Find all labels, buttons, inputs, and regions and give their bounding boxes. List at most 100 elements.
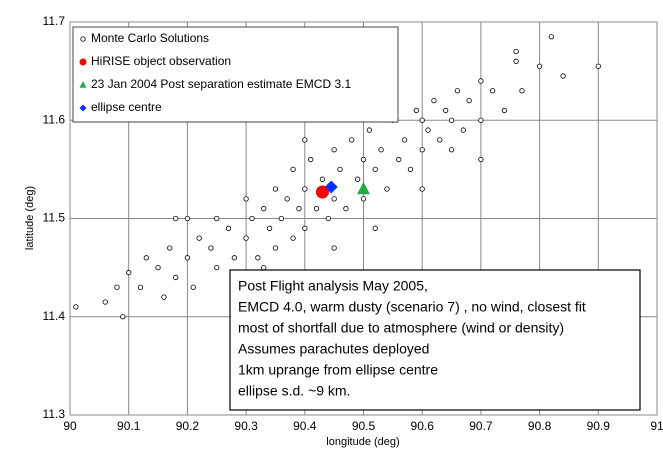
x-tick-label: 90.6	[411, 419, 435, 433]
point	[313, 206, 320, 212]
x-tick-label: 90.2	[176, 419, 200, 433]
point	[284, 196, 290, 202]
annotation-box	[229, 269, 641, 411]
point	[419, 186, 425, 192]
x-tick-label: 90.5	[352, 419, 376, 433]
point	[478, 117, 484, 123]
point	[454, 88, 461, 94]
point	[396, 156, 402, 163]
x-tick-label: 90.3	[234, 419, 258, 433]
annotation-line: most of shortfall due to atmosphere (win…	[238, 320, 564, 336]
point	[460, 127, 466, 133]
x-tick-label: 90.1	[117, 419, 141, 433]
point	[419, 117, 425, 123]
point	[278, 215, 284, 222]
point	[225, 225, 232, 231]
point	[354, 176, 361, 182]
point	[184, 255, 191, 261]
point	[196, 235, 202, 241]
x-tick-label: 90	[63, 419, 77, 433]
legend-marker	[79, 58, 87, 66]
point	[331, 245, 337, 251]
x-tick-label: 90.8	[528, 419, 552, 433]
point	[143, 255, 149, 261]
legend-label: 23 Jan 2004 Post separation estimate EMC…	[91, 77, 351, 91]
annotation-line: Assumes parachutes deployed	[238, 341, 429, 357]
point	[401, 137, 408, 143]
point	[407, 166, 414, 173]
point	[308, 156, 314, 163]
point	[190, 284, 196, 290]
y-tick-label: 11.3	[43, 407, 66, 421]
x-tick-label: 90.9	[587, 419, 611, 433]
point	[437, 137, 443, 143]
legend-label: HiRISE object observation	[91, 54, 231, 68]
point	[325, 215, 331, 222]
point	[378, 147, 384, 153]
y-axis-label: latitude (deg)	[24, 186, 36, 250]
point	[513, 48, 519, 55]
y-tick-label: 11.5	[43, 211, 66, 225]
point	[261, 206, 267, 212]
point	[343, 206, 349, 212]
legend-marker	[79, 104, 87, 112]
point	[114, 284, 120, 290]
point	[595, 63, 601, 69]
point	[560, 73, 566, 79]
point	[249, 215, 255, 222]
point	[272, 186, 279, 192]
point	[384, 186, 390, 192]
legend-marker	[79, 81, 87, 88]
point	[290, 235, 296, 241]
point	[272, 245, 279, 251]
point	[184, 215, 191, 222]
annotation-line: 1km uprange from ellipse centre	[238, 362, 438, 378]
point	[261, 264, 267, 271]
point	[302, 137, 308, 143]
legend-label: Monte Carlo Solutions	[91, 31, 209, 45]
point	[431, 97, 437, 104]
point	[425, 127, 431, 133]
point	[372, 225, 378, 231]
point	[331, 196, 337, 202]
point	[478, 78, 484, 84]
point	[102, 299, 108, 305]
point	[167, 245, 173, 251]
point	[478, 156, 484, 163]
point	[243, 235, 249, 241]
point	[372, 166, 378, 173]
point	[161, 294, 167, 300]
point	[243, 196, 249, 202]
x-axis-label: longitude (deg)	[326, 436, 399, 448]
point	[208, 245, 214, 251]
point	[266, 225, 273, 231]
y-tick-label: 11.7	[43, 14, 66, 28]
point	[466, 97, 472, 104]
point	[489, 88, 496, 94]
point	[337, 166, 343, 173]
point	[296, 206, 302, 212]
y-tick-label: 11.6	[43, 112, 66, 126]
legend-label: ellipse centre	[91, 100, 162, 114]
point	[214, 215, 220, 222]
point	[255, 255, 261, 261]
point	[448, 117, 455, 123]
legend-marker	[80, 36, 86, 42]
annotation-line: Post Flight analysis May 2005,	[238, 278, 428, 294]
annotation-line: EMCD 4.0, warm dusty (scenario 7) , no w…	[238, 299, 586, 315]
point	[519, 88, 525, 94]
x-tick-label: 91	[650, 419, 663, 433]
point	[548, 34, 554, 40]
legend-box	[72, 26, 399, 123]
point	[366, 127, 373, 133]
point	[155, 264, 161, 271]
point	[137, 284, 144, 290]
point	[331, 147, 337, 153]
point	[501, 107, 508, 114]
point	[173, 215, 179, 222]
annotation-line: ellipse s.d. ~9 km.	[238, 383, 350, 399]
point	[315, 185, 329, 199]
point	[302, 225, 308, 231]
point	[290, 166, 296, 173]
